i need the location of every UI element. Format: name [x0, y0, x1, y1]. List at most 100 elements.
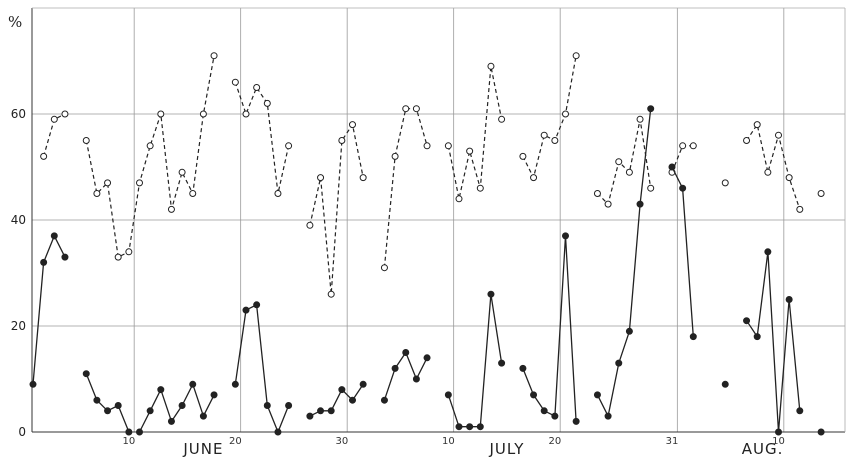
open-point [647, 184, 655, 192]
grid [32, 8, 845, 432]
open-point [285, 142, 293, 150]
x-tick-label: 10 [122, 436, 135, 447]
filled-point [455, 423, 463, 431]
open-point [551, 137, 559, 144]
filled-point [167, 417, 175, 425]
open-point [93, 190, 101, 197]
filled-point [136, 428, 144, 436]
x-tick-label: 10 [772, 436, 785, 447]
filled-point [530, 391, 538, 399]
filled-point [540, 407, 548, 415]
solid-series-line [746, 251, 801, 433]
dashed-series-line [746, 123, 801, 210]
open-point [466, 147, 474, 155]
open-point [679, 142, 687, 150]
filled-point [423, 354, 431, 362]
open-point [455, 195, 463, 203]
solid-series-line [383, 351, 428, 401]
filled-point [210, 391, 218, 399]
dashed-series-line [522, 55, 577, 179]
filled-point [593, 391, 601, 399]
filled-point [157, 386, 165, 394]
open-point [498, 115, 506, 123]
dashed-series-line [597, 118, 652, 205]
open-point [402, 105, 410, 113]
x-tick-label: 20 [548, 436, 561, 447]
open-point [572, 52, 580, 60]
plot-frame [31, 7, 846, 433]
y-axis-ticks: 0 20 40 60 [11, 107, 26, 439]
open-point [380, 264, 388, 272]
open-point [487, 62, 495, 70]
filled-point [114, 401, 122, 409]
filled-point [721, 380, 729, 388]
filled-point [242, 306, 250, 314]
filled-point [104, 407, 112, 415]
filled-point [61, 253, 69, 261]
solid-series-line [138, 383, 215, 433]
month-label: JUNE [182, 440, 223, 458]
filled-point [231, 380, 239, 388]
filled-point [785, 295, 793, 303]
solid-series-line [447, 293, 503, 428]
open-point [359, 174, 367, 182]
open-point [199, 110, 207, 118]
y-unit-label: % [8, 13, 22, 31]
open-point [317, 174, 325, 182]
x-tick-label: 20 [229, 436, 242, 447]
open-point [423, 142, 431, 150]
open-point [476, 184, 484, 192]
x-tick-label: 10 [442, 436, 455, 447]
open-point [253, 84, 261, 91]
filled-point [125, 428, 133, 436]
solid-series-line [85, 373, 130, 433]
filled-point [93, 396, 101, 404]
open-point [412, 105, 420, 113]
filled-point [199, 412, 207, 420]
filled-point [146, 407, 154, 415]
open-point [625, 168, 633, 176]
open-point [231, 78, 239, 86]
filled-point [743, 317, 751, 325]
open-point [721, 179, 729, 187]
open-point [689, 142, 697, 150]
open-point [540, 131, 548, 139]
open-point [136, 179, 143, 187]
open-point [562, 110, 569, 118]
solid-series-line [596, 108, 652, 417]
filled-point [348, 396, 356, 404]
filled-point [274, 428, 282, 436]
open-point [817, 190, 825, 197]
filled-point [178, 401, 186, 409]
filled-point [40, 258, 48, 266]
month-label: JULY [488, 440, 524, 458]
open-point [114, 253, 122, 261]
dashed-series-line [234, 82, 290, 195]
filled-point [359, 380, 367, 388]
filled-point [615, 359, 623, 367]
open-point [178, 168, 186, 176]
open-point [530, 174, 538, 182]
filled-point [402, 348, 410, 356]
dashed-series-line [309, 123, 364, 295]
series-dashed-open [40, 52, 825, 298]
filled-point [466, 423, 474, 431]
filled-point [380, 396, 388, 404]
filled-point [327, 407, 335, 415]
series-solid-filled [29, 105, 825, 436]
open-point [61, 110, 69, 118]
filled-point [817, 428, 825, 436]
filled-point [774, 428, 782, 436]
filled-point [625, 327, 633, 335]
filled-point [285, 401, 293, 409]
filled-point [50, 232, 58, 240]
filled-point [604, 412, 612, 420]
filled-point [29, 380, 37, 388]
filled-point [82, 370, 90, 378]
open-point [785, 174, 793, 182]
y-tick-label: 40 [11, 213, 26, 227]
month-label: AUG. [742, 440, 784, 458]
open-point [775, 131, 782, 139]
filled-point [306, 412, 314, 420]
